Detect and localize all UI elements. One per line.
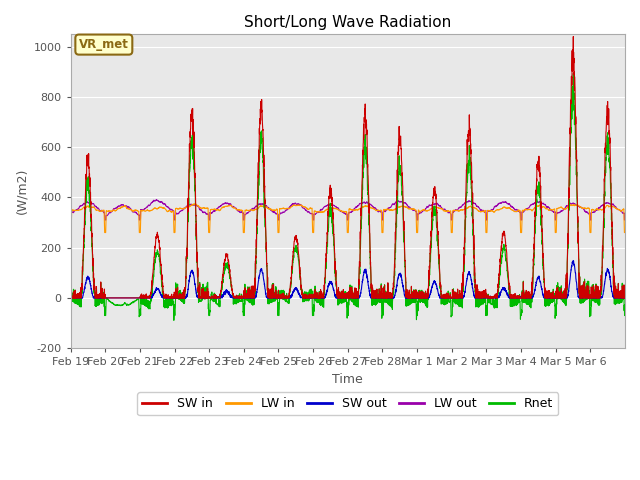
LW out [426, 202, 433, 208]
Line: SW out: SW out [70, 261, 625, 298]
Line: LW out: LW out [70, 200, 625, 220]
LW out [163, 203, 170, 209]
LW in [426, 207, 433, 213]
LW out [621, 217, 629, 223]
LW out [501, 199, 509, 205]
LW in [162, 207, 170, 213]
Legend: SW in, LW in, SW out, LW out, Rnet: SW in, LW in, SW out, LW out, Rnet [138, 392, 558, 415]
SW out [621, 295, 629, 301]
Rnet [436, 285, 444, 290]
SW in [426, 263, 433, 269]
SW in [436, 281, 444, 287]
Line: Rnet: Rnet [70, 73, 625, 320]
Rnet [477, 291, 484, 297]
SW out [476, 295, 484, 300]
LW in [493, 207, 500, 213]
LW out [152, 197, 160, 203]
LW out [436, 203, 444, 209]
Y-axis label: (W/m2): (W/m2) [15, 168, 28, 214]
Text: VR_met: VR_met [79, 38, 129, 51]
X-axis label: Time: Time [332, 373, 363, 386]
LW in [501, 204, 509, 210]
Rnet [67, 306, 74, 312]
Rnet [570, 71, 577, 76]
Title: Short/Long Wave Radiation: Short/Long Wave Radiation [244, 15, 451, 30]
Line: SW in: SW in [70, 36, 625, 298]
SW in [67, 293, 74, 299]
SW out [436, 295, 444, 301]
Line: LW in: LW in [70, 204, 625, 232]
Rnet [426, 271, 433, 276]
SW out [570, 258, 577, 264]
LW out [477, 207, 484, 213]
Rnet [493, 304, 500, 310]
LW out [493, 203, 500, 209]
LW out [67, 217, 74, 223]
LW in [191, 201, 199, 206]
SW in [501, 232, 509, 238]
SW in [477, 289, 484, 295]
SW out [426, 294, 433, 300]
SW in [493, 295, 500, 301]
LW in [621, 229, 629, 235]
SW in [67, 295, 75, 301]
SW out [501, 285, 509, 290]
LW in [436, 205, 444, 211]
Rnet [170, 317, 178, 323]
SW in [621, 295, 629, 301]
LW in [67, 229, 74, 235]
SW in [163, 295, 170, 301]
SW out [67, 295, 74, 301]
Rnet [162, 296, 170, 301]
SW out [162, 295, 170, 301]
Rnet [621, 312, 629, 318]
SW in [570, 34, 577, 39]
LW in [477, 209, 484, 215]
Rnet [501, 246, 509, 252]
SW out [493, 295, 500, 301]
